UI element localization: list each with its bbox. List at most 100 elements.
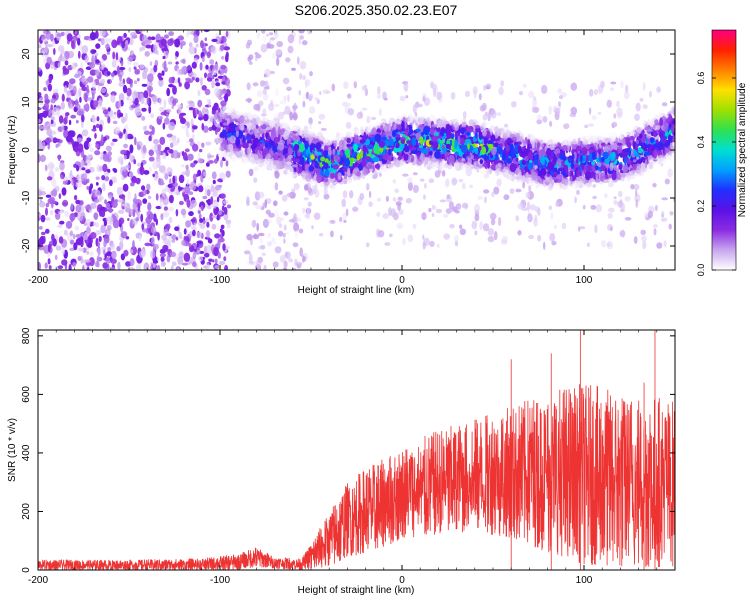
spectrogram-cell [57,265,64,270]
spectrogram-cell [75,199,81,205]
spectrogram-cell [62,68,70,75]
spectrogram-cell [132,240,135,250]
spectrogram-cell [206,51,211,59]
spectrogram-cell [543,241,546,250]
spectrogram-cell [223,256,227,262]
spectrogram-cell [656,242,663,249]
spectrogram-cell [567,157,573,163]
spectrogram-cell [57,154,61,162]
spectrogram-cell [93,212,99,221]
spectrogram-cell [549,120,553,127]
spectrogram-cell [76,137,83,143]
spectrogram-cell [86,250,90,255]
spectrogram-cell [74,73,80,79]
spectrogram-cell [299,60,307,70]
spectrogram-cell [268,102,275,112]
spectrogram-cell [484,111,488,117]
spectrogram-cell [80,78,86,83]
spectrogram-cell [45,44,48,53]
spectrogram-cell [515,215,520,222]
spectrogram-cell [148,135,152,142]
spectrogram-cell [162,55,166,60]
spectrogram-cell [370,116,377,121]
spectrogram-cell [185,220,192,228]
spectrogram-cell [117,199,124,203]
spectrogram-cell [279,223,282,228]
spectrogram-cell [38,107,42,111]
spectrogram-cell [207,205,212,210]
spectrogram-cell [532,96,537,101]
spectrogram-cell [397,196,403,201]
spectrogram-cell [47,161,55,171]
spectrogram-cell [283,224,287,231]
spectrogram-cell [412,172,418,176]
spectrogram-cell [188,243,192,248]
spectrogram-cell [91,80,97,90]
spectrogram-cell [220,89,227,95]
spectrogram-cell [258,100,264,107]
spectrogram-cell [461,158,466,162]
spectrogram-cell [341,198,347,208]
spectrogram-cell [124,131,128,141]
spectrogram-cell [660,162,664,167]
spectrogram-cell [206,189,211,197]
spectrogram-cell [200,40,204,49]
spectrogram-cell [303,197,309,201]
spectrogram-cell [591,115,597,120]
spectrogram-cell [159,253,167,258]
spectrogram-cell [147,202,152,212]
spectrogram-cell [607,212,613,219]
spectrogram-cell [443,233,451,240]
spectrogram-cell [102,153,110,162]
spectrogram-cell [624,217,632,221]
spectrogram-cell [433,206,437,210]
spectrogram-cell [58,139,63,144]
spectrogram-cell [209,65,214,69]
spectrogram-cell [110,141,115,147]
spectrogram-cell [192,133,195,141]
spectrogram-cell [197,89,201,97]
spectrogram-cell [56,224,62,228]
spectrogram-cell [168,234,172,243]
spectrogram-cell [302,75,306,81]
spectrogram-cell [63,129,69,139]
spectrogram-cell [285,231,290,236]
spectrogram-cell [634,113,640,121]
spectrogram-cell [105,43,110,50]
spectrogram-cell [159,97,162,106]
spectrogram-cell [70,114,77,119]
spectrogram-cell [152,160,159,170]
spectrogram-cell [259,245,266,250]
spectrogram-cell [129,153,133,162]
spectrogram-cell [307,188,314,196]
spectrogram-cell [218,209,223,216]
spectrogram-cell [64,60,69,66]
spectrogram-cell [175,51,179,58]
spectrogram-cell [642,82,646,91]
spectrogram-cell [247,39,252,46]
spectrogram-cell [81,86,88,92]
spectrogram-cell [104,176,110,182]
spectrogram-cell [123,249,129,257]
spectrogram-cell [128,267,135,270]
spectrogram-cell [168,84,174,88]
spectrogram-cell [38,213,42,218]
spectrogram-cell [252,201,258,206]
spectrogram-cell [138,30,146,33]
spectrogram-cell [108,207,113,214]
spectrogram-cell [152,173,155,177]
spectrogram-cell [465,90,470,98]
spectrogram-cell [100,78,105,84]
spectrogram-cell [361,107,368,111]
spectrogram-cell [151,95,158,102]
spectrogram-cell [132,209,136,218]
spectrogram-cell [255,204,262,210]
spectrogram-cell [170,265,174,270]
spectrogram-cell [477,195,484,200]
spectrogram-cell [471,220,478,230]
spectrogram-cell [166,254,171,263]
spectrogram-cell [66,91,72,99]
spectrogram-cell [305,211,311,220]
spectrogram-cell [443,132,447,137]
spectrogram-cell [279,254,286,263]
